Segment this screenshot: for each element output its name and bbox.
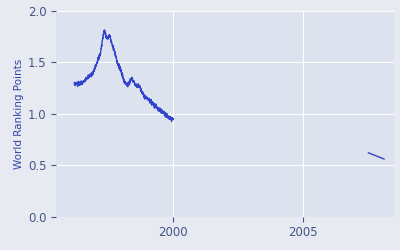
Y-axis label: World Ranking Points: World Ranking Points <box>14 58 24 169</box>
